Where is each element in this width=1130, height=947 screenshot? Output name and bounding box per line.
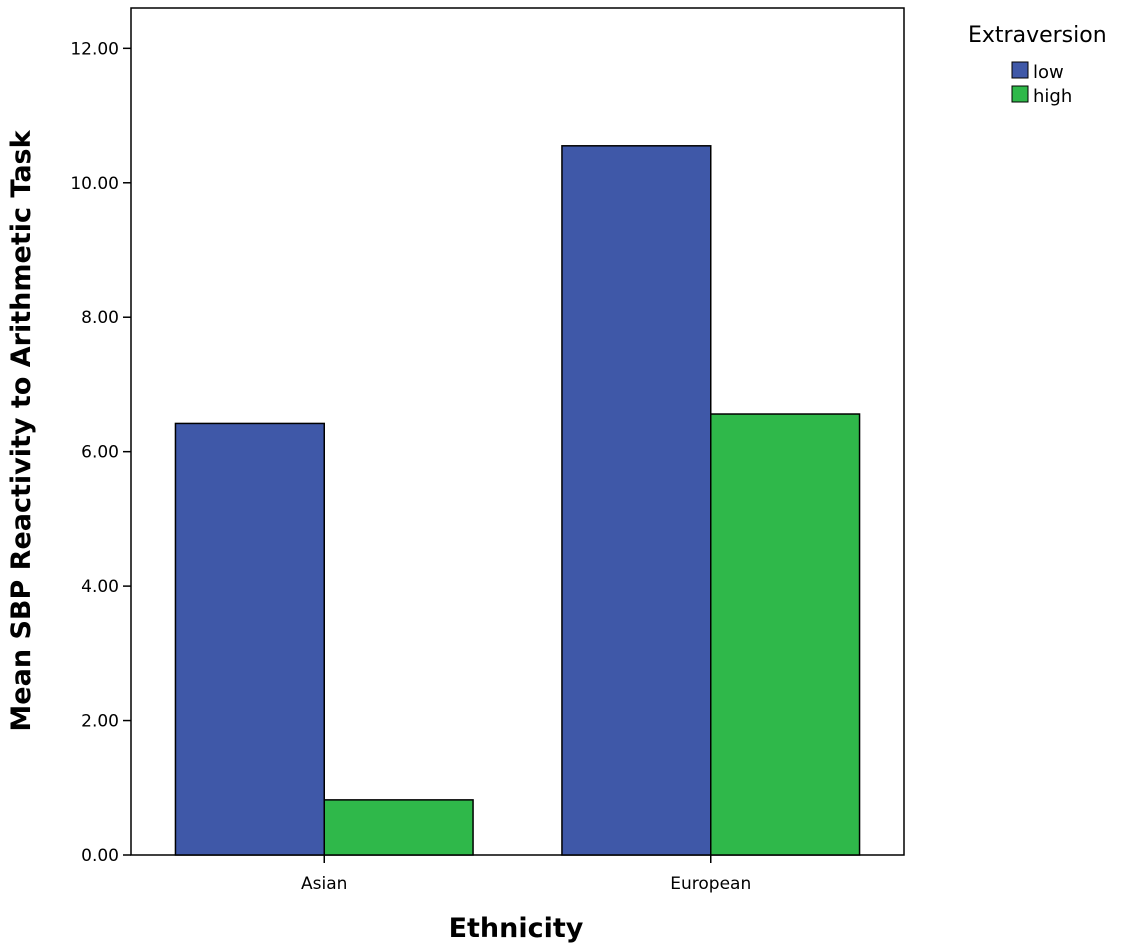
y-tick-label: 2.00 [81, 712, 119, 732]
legend: Extraversion low high [968, 23, 1107, 107]
x-axis-ticks: Asian European [301, 855, 751, 894]
y-axis-title: Mean SBP Reactivity to Arithmetic Task [6, 129, 37, 731]
legend-title: Extraversion [968, 23, 1107, 48]
bar-high-european [710, 413, 861, 856]
legend-swatch-high [1011, 85, 1029, 103]
bar-low-asian [174, 422, 325, 856]
legend-label-high: high [1033, 86, 1072, 107]
y-tick-label: 4.00 [81, 577, 119, 597]
y-tick-label: 6.00 [81, 443, 119, 463]
bar-high-asian [323, 799, 474, 856]
bars [174, 145, 861, 856]
legend-label-low: low [1033, 62, 1064, 83]
legend-swatch-low [1011, 61, 1029, 79]
y-axis-ticks: 0.00 2.00 4.00 6.00 8.00 10.00 12.00 [70, 39, 131, 866]
y-tick-label: 8.00 [81, 308, 119, 328]
y-tick-label: 12.00 [70, 39, 119, 59]
x-tick-label: Asian [301, 874, 347, 894]
x-tick-label: European [670, 874, 751, 894]
y-tick-label: 10.00 [70, 174, 119, 194]
y-tick-label: 0.00 [81, 846, 119, 866]
x-axis-title: Ethnicity [449, 913, 584, 944]
bar-low-european [561, 145, 712, 856]
